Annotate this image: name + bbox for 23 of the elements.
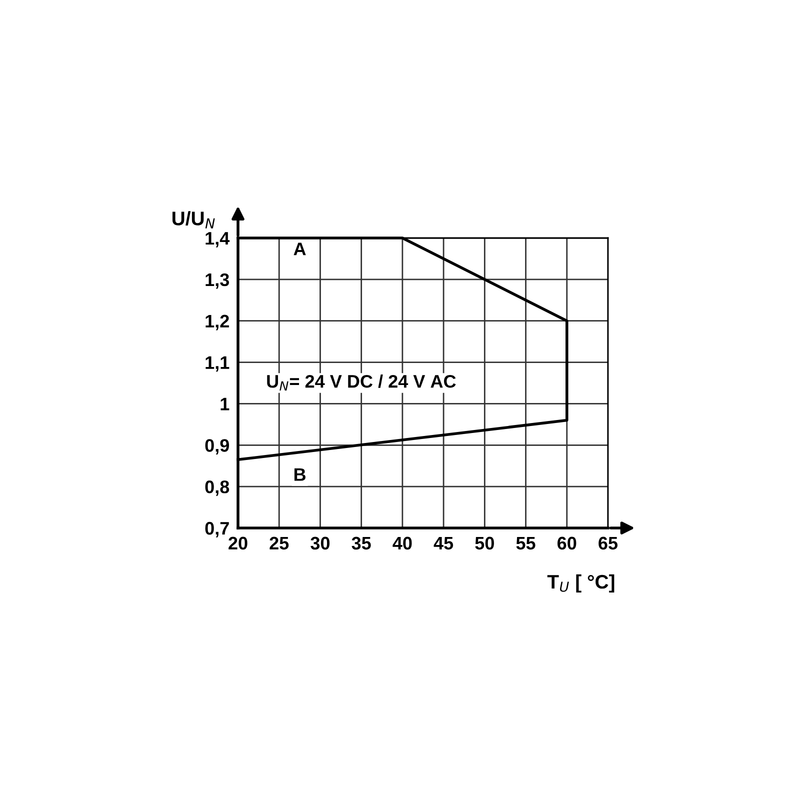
x-tick-label: 60 [558,536,576,550]
x-tick-label: 45 [434,536,454,550]
x-tick-label: 30 [310,536,330,550]
x-axis-title: T$_{U}$ [ °C] [547,574,614,593]
annotation: A [294,242,306,256]
annotation: B [294,468,306,481]
y-tick-label: 1,1 [206,356,230,372]
x-tick-label: 50 [475,536,494,550]
x-tick-label: 20 [228,536,248,550]
x-tick-label: 35 [352,536,371,550]
y-axis-title: U/U$_{N}$ [172,211,215,228]
x-tick-label: 40 [392,536,412,550]
y-tick-label: 1,2 [206,314,229,330]
x-tick-label: 25 [270,536,289,550]
annotation: U$_{N}$= 24 V DC / 24 V AC [267,374,456,391]
y-tick-label: 0,7 [205,522,229,538]
x-tick-label: 55 [516,536,536,550]
y-tick-label: 1,4 [206,232,230,248]
x-tick-label: 65 [598,536,618,550]
y-tick-label: 1 [220,398,230,410]
y-tick-label: 0,8 [205,480,230,496]
y-tick-label: 1,3 [206,273,230,289]
y-tick-label: 0,9 [205,439,229,454]
